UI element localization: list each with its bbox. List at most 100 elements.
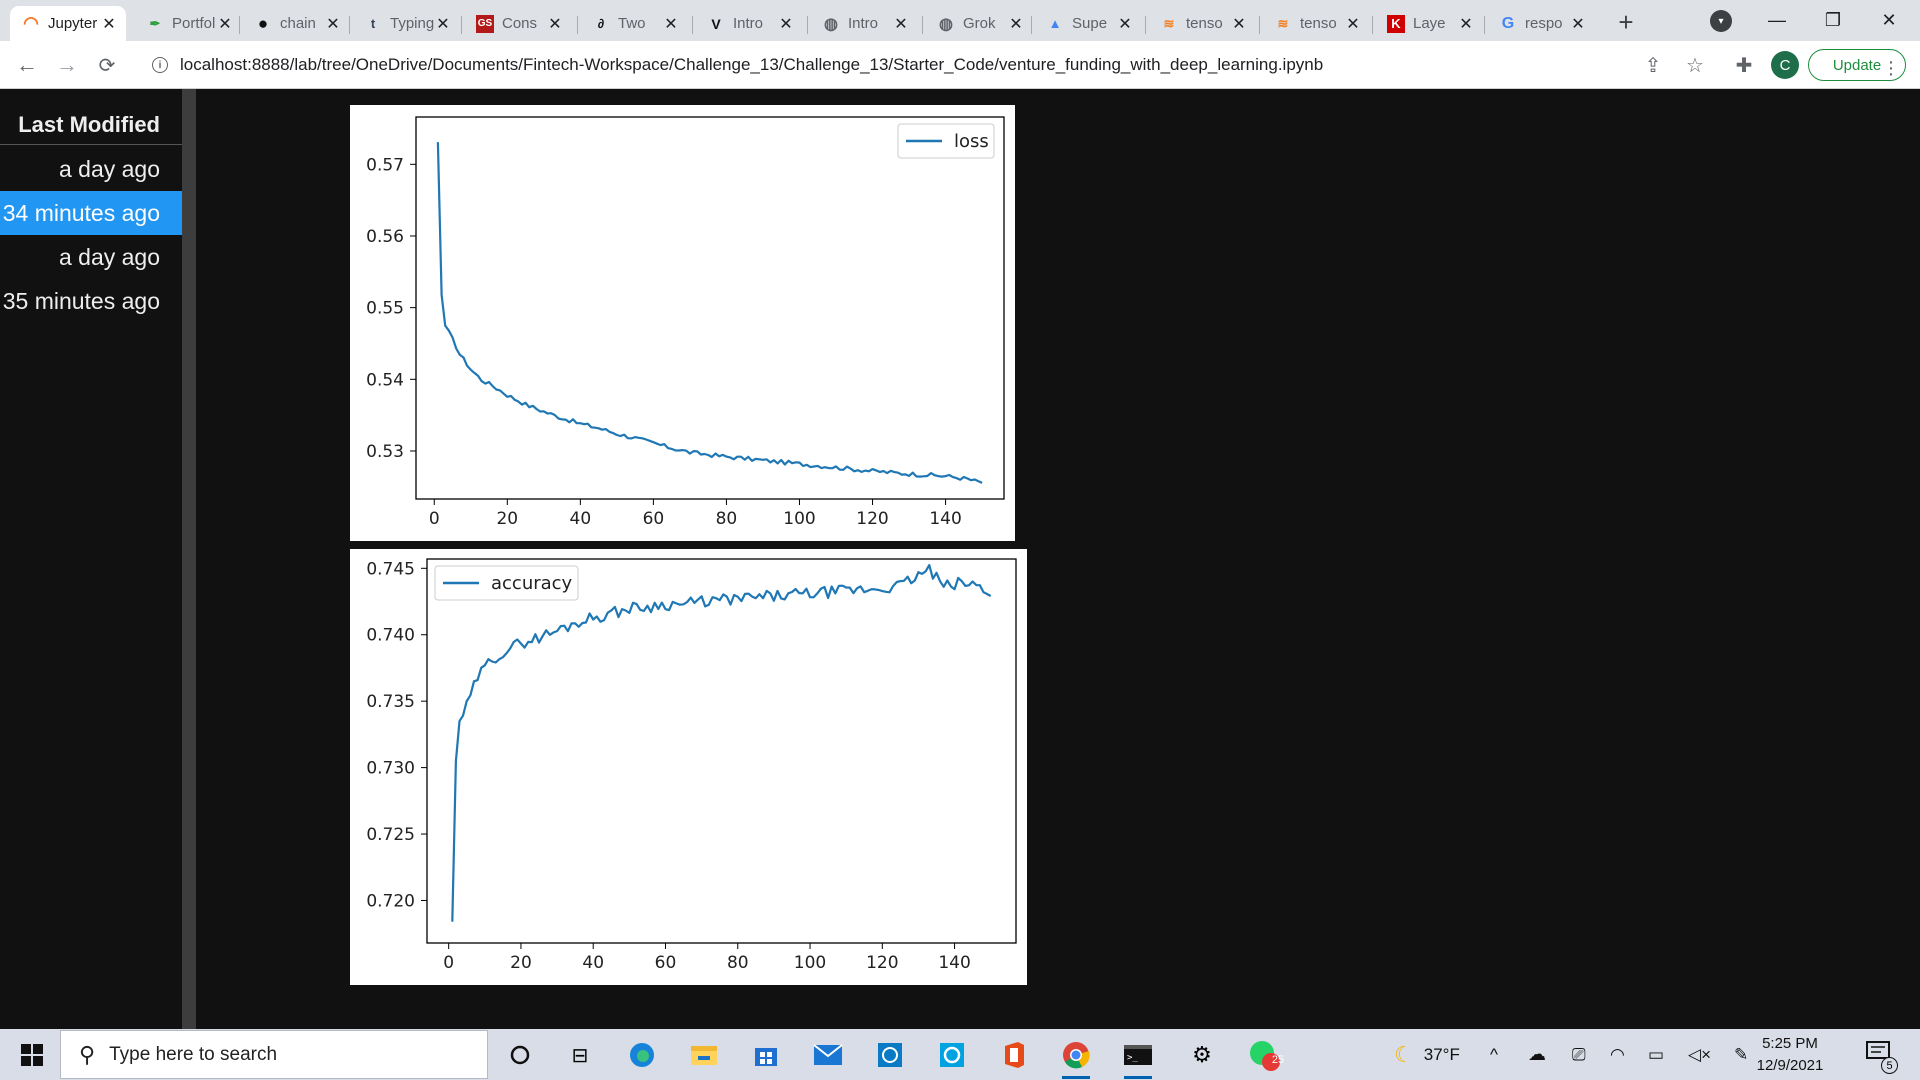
battery-icon[interactable]: ▭ [1648,1044,1665,1064]
tab-close-icon[interactable]: ✕ [548,15,562,33]
browser-tab[interactable]: ◍ Intro ✕ [810,6,918,41]
weather-temp: 37°F [1423,1044,1460,1064]
browser-tab[interactable]: t Typing ✕ [352,6,460,41]
x-tick-label: 60 [655,953,677,973]
search-icon: ⚲ [79,1041,96,1067]
x-tick-label: 80 [727,953,749,973]
browser-tab[interactable]: V Intro ✕ [695,6,803,41]
legend-label: accuracy [491,573,573,594]
y-tick-label: 0.57 [366,155,404,175]
menu-kebab-icon[interactable]: · · · [1887,51,1895,85]
tab-close-icon[interactable]: ✕ [779,15,793,33]
show-hidden-icons-chevron-icon[interactable]: ^ [1490,1044,1498,1064]
tab-close-icon[interactable]: ✕ [1346,15,1360,33]
x-tick-label: 100 [794,953,826,973]
google-icon: G [1501,14,1515,32]
whatsapp-icon[interactable]: 25 [1244,1037,1284,1073]
site-info-icon[interactable]: i [152,57,168,73]
browser-tab[interactable]: ▲ Supe ✕ [1034,6,1142,41]
panel-splitter[interactable] [182,89,196,1029]
y-tick-label: 0.56 [366,227,404,247]
extensions-puzzle-icon[interactable]: ✚ [1735,54,1753,77]
taskbar-search-box[interactable]: ⚲ Type here to search [60,1030,488,1079]
edge-icon[interactable] [622,1037,662,1073]
file-row-modified[interactable]: 35 minutes ago [2,288,160,314]
tab-separator [922,16,923,34]
x-tick-label: 20 [496,509,518,529]
file-row-modified[interactable]: a day ago [58,156,160,182]
restore-window-icon[interactable]: ❐ [1824,9,1842,30]
last-modified-header[interactable]: Last Modified [0,107,182,145]
new-tab-button[interactable]: + [1618,6,1634,37]
pen-icon[interactable]: ✎ [1734,1044,1749,1064]
weather-widget[interactable]: ☾ 37°F [1394,1029,1460,1080]
loss-chart-svg: 0 20 40 60 80 100 120 140 0.53 0.54 0.55 0.56 0.57 lo… [366,116,1005,529]
browser-tab[interactable]: K Laye ✕ [1375,6,1483,41]
browser-tab[interactable]: GS Cons ✕ [464,6,572,41]
share-icon[interactable]: ⇪ [1644,54,1662,77]
browser-tab[interactable]: ◠ Jupyter ✕ [10,6,126,41]
tab-separator [577,16,578,34]
browser-tab[interactable]: ≋ tenso ✕ [1148,6,1256,41]
tab-close-icon[interactable]: ✕ [102,15,116,33]
alexa-icon[interactable] [932,1037,972,1073]
tab-close-icon[interactable]: ✕ [664,15,678,33]
update-button[interactable]: Update [1808,49,1906,81]
bookmark-star-icon[interactable]: ☆ [1686,54,1704,77]
action-center-icon[interactable] [1866,1041,1894,1067]
browser-tab[interactable]: ● chain ✕ [242,6,350,41]
tab-close-icon[interactable]: ✕ [894,15,908,33]
browser-tab[interactable]: ≋ tenso ✕ [1262,6,1370,41]
tab-title: chain [280,15,316,32]
tab-title: Grok [963,15,996,32]
tab-title: Laye [1413,15,1446,32]
tab-close-icon[interactable]: ✕ [218,15,232,33]
file-explorer-icon[interactable] [684,1037,724,1073]
stack-icon: ≋ [1277,15,1289,31]
tab-title: tenso [1186,15,1223,32]
clock[interactable]: 5:25 PM 12/9/2021 [1742,1033,1838,1077]
tab-close-icon[interactable]: ✕ [1232,15,1246,33]
file-row-modified-selected[interactable]: 34 minutes ago [0,191,182,235]
meet-now-icon[interactable]: ⎚ [1572,1044,1586,1064]
profile-avatar[interactable]: C [1771,51,1799,79]
terminal-icon[interactable]: >_ [1118,1037,1158,1079]
back-button[interactable]: ← [16,52,38,77]
windows-start-icon[interactable] [12,1039,52,1071]
tab-close-icon[interactable]: ✕ [436,15,450,33]
onedrive-cloud-icon[interactable]: ☁ [1528,1044,1546,1064]
mail-icon[interactable] [808,1037,848,1073]
minimize-icon[interactable]: — [1768,9,1786,30]
tab-close-icon[interactable]: ✕ [1009,15,1023,33]
cortana-icon[interactable] [500,1037,540,1073]
tab-search-icon[interactable]: ▾ [1710,10,1732,32]
browser-tab[interactable]: ◍ Grok ✕ [925,6,1033,41]
feather-icon: ✒ [149,15,161,31]
x-tick-label: 0 [429,509,440,529]
tab-close-icon[interactable]: ✕ [1571,15,1585,33]
chrome-icon[interactable] [1056,1037,1096,1079]
task-view-icon[interactable]: ⊟ [571,1044,589,1067]
dell-app-icon[interactable] [870,1037,910,1073]
plot-frame [426,558,1017,944]
close-window-icon[interactable]: ✕ [1881,9,1897,30]
wifi-icon[interactable]: ◠ [1610,1044,1625,1064]
x-tick-label: 20 [510,953,532,973]
y-tick-label: 0.55 [366,299,404,319]
tab-close-icon[interactable]: ✕ [326,15,340,33]
jupyter-icon: ◠ [23,13,39,33]
tab-close-icon[interactable]: ✕ [1118,15,1132,33]
settings-gear-icon[interactable]: ⚙ [1192,1042,1212,1067]
address-bar[interactable]: i localhost:8888/lab/tree/OneDrive/Docum… [140,47,1730,83]
tab-close-icon[interactable]: ✕ [1459,15,1473,33]
legend-box [434,565,579,601]
volume-muted-icon[interactable]: ◁× [1688,1044,1712,1064]
reload-button[interactable]: ⟳ [98,54,116,77]
office-icon[interactable] [994,1037,1034,1073]
file-row-modified[interactable]: a day ago [58,244,160,270]
browser-tab[interactable]: ∂ Two ✕ [580,6,688,41]
browser-tab[interactable]: ✒ Portfolio✕ [134,6,242,41]
forward-button[interactable]: → [56,52,78,77]
microsoft-store-icon[interactable] [746,1037,786,1073]
